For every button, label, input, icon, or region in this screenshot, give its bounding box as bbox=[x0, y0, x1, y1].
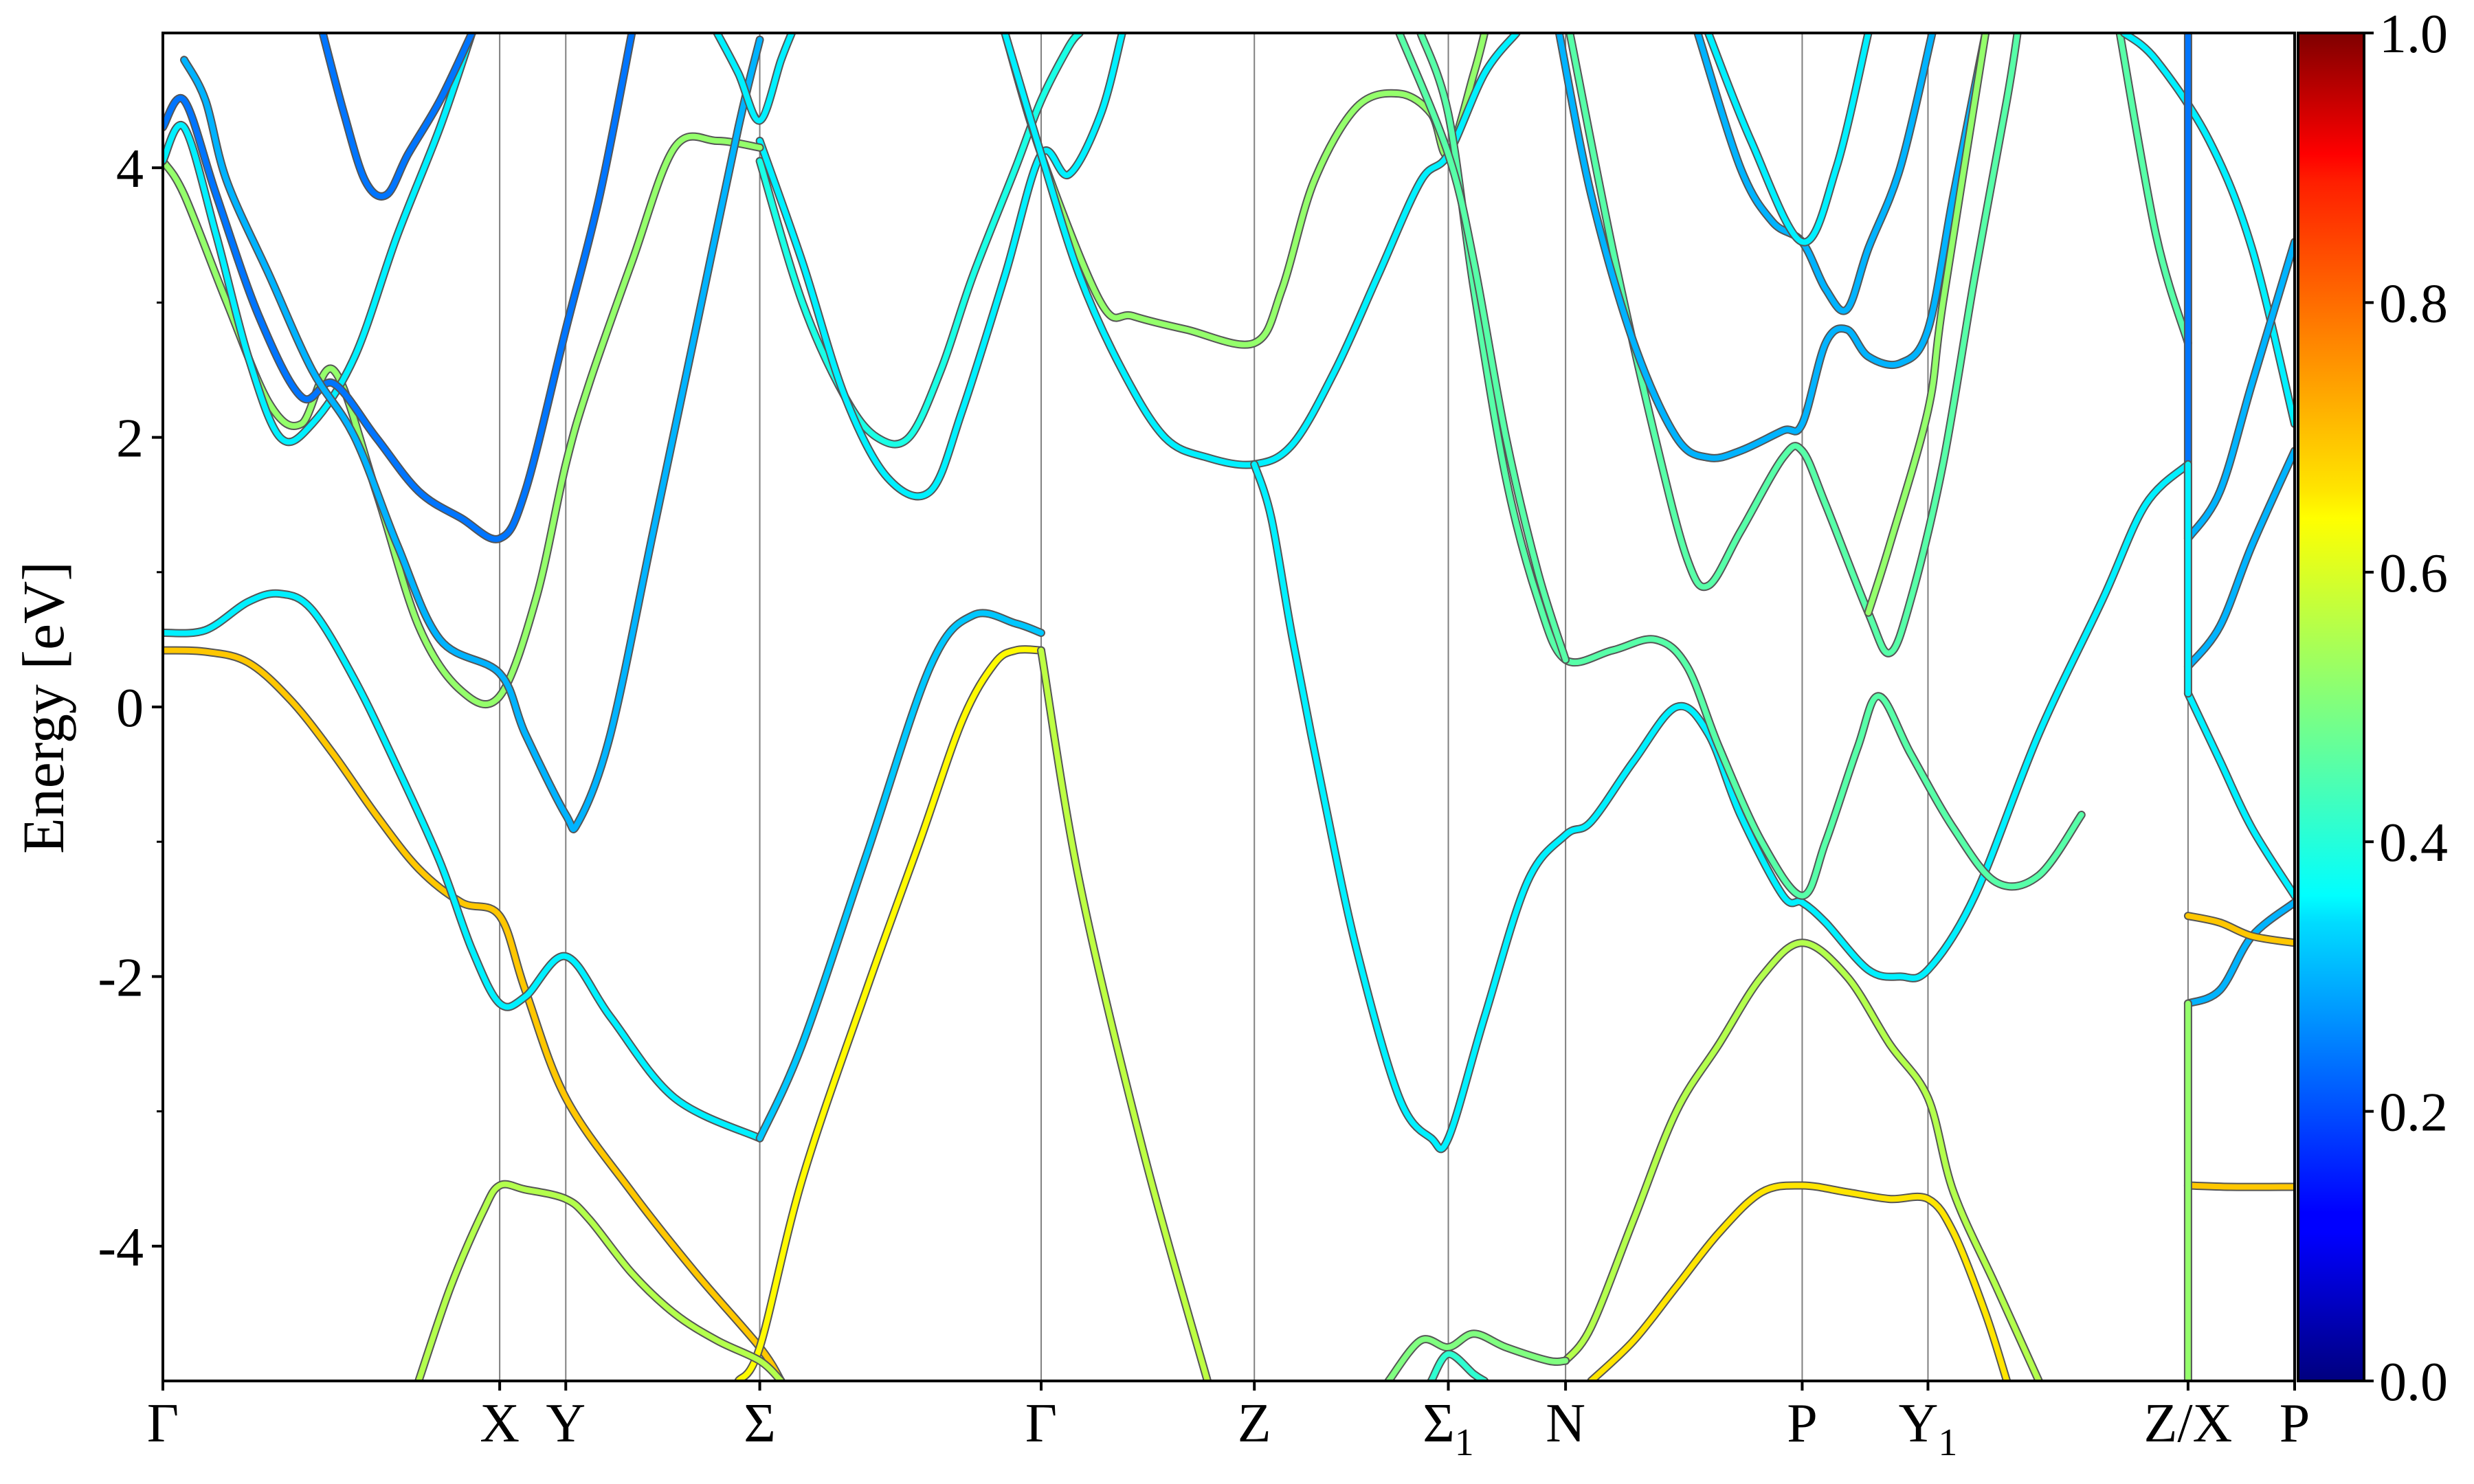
band-line bbox=[181, 36, 763, 832]
band-outline bbox=[755, 609, 1045, 1143]
y-tick-label: -2 bbox=[98, 947, 144, 1008]
colorbar-tick-label: 0.0 bbox=[2379, 1352, 2448, 1413]
colorbar-ticks: 0.0 0.2 0.4 0.6 0.8 1.0 bbox=[2364, 4, 2448, 1413]
x-tick-label: Y bbox=[546, 1393, 586, 1454]
kpoint-subscript: 1 bbox=[1938, 1421, 1957, 1464]
x-tick-label: X bbox=[480, 1393, 520, 1454]
band-line bbox=[1567, 33, 2020, 656]
x-tick-label: N bbox=[1546, 1393, 1585, 1454]
band-outline bbox=[163, 132, 764, 708]
band-outline bbox=[1416, 33, 2086, 900]
kpoint-label: Z bbox=[1238, 1393, 1271, 1454]
band-outline bbox=[163, 589, 764, 1143]
band-line bbox=[416, 1181, 784, 1381]
kpoint-label: Γ bbox=[1025, 1393, 1057, 1454]
kpoint-label: Y bbox=[1899, 1393, 1939, 1454]
x-tick-label: Z/X bbox=[2143, 1393, 2232, 1454]
x-tick-label: Y1 bbox=[1899, 1393, 1958, 1464]
band-outline bbox=[1037, 646, 1212, 1381]
band-line bbox=[163, 647, 784, 1381]
band-outline bbox=[755, 33, 1126, 501]
band-outline bbox=[414, 1180, 785, 1381]
colorbar: 0.0 0.2 0.4 0.6 0.8 1.0 bbox=[2297, 4, 2448, 1413]
band-line bbox=[1385, 1331, 1569, 1381]
band-line bbox=[2185, 690, 2295, 899]
x-axis-kpoint-labels: Γ X Y Σ Γ Z Σ1 N P Y1 Z/X P bbox=[147, 1381, 2310, 1464]
band-line bbox=[2117, 33, 2191, 346]
x-tick-label: Z bbox=[1238, 1393, 1271, 1454]
band-line bbox=[1556, 33, 1989, 461]
band-line bbox=[1002, 33, 1519, 468]
band-line bbox=[2185, 239, 2295, 541]
band-outline bbox=[2119, 33, 2295, 428]
band-line bbox=[1396, 33, 1569, 663]
band-line bbox=[757, 610, 1044, 1141]
colorbar-tick-label: 0.8 bbox=[2379, 273, 2448, 334]
colorbar-gradient bbox=[2297, 32, 2365, 1382]
band-line bbox=[163, 33, 635, 542]
band-outline bbox=[1001, 33, 1521, 469]
kpoint-label: P bbox=[2280, 1393, 2310, 1454]
colorbar-tick-label: 0.2 bbox=[2379, 1083, 2448, 1143]
band-line bbox=[320, 33, 475, 199]
band-line bbox=[1563, 940, 2042, 1381]
kpoint-subscript: 1 bbox=[1455, 1421, 1474, 1464]
x-tick-label: Γ bbox=[1025, 1393, 1057, 1454]
colorbar-tick-label: 1.0 bbox=[2379, 4, 2448, 65]
kpoint-label: Z/X bbox=[2143, 1393, 2232, 1454]
band-line bbox=[2185, 1182, 2295, 1190]
band-line bbox=[163, 133, 763, 707]
x-tick-label: Σ bbox=[744, 1393, 776, 1454]
band-line bbox=[757, 33, 1125, 499]
band-line bbox=[2185, 899, 2295, 1007]
kpoint-label: X bbox=[480, 1393, 520, 1454]
band-lines bbox=[163, 33, 2295, 1381]
band-outline bbox=[755, 33, 1084, 449]
x-tick-label: Γ bbox=[147, 1393, 179, 1454]
band-line bbox=[2185, 448, 2295, 670]
band-line bbox=[163, 590, 763, 1141]
band-line bbox=[2185, 913, 2295, 946]
kpoint-label: N bbox=[1546, 1393, 1585, 1454]
band-outline bbox=[163, 646, 785, 1381]
kpoint-label: Σ bbox=[1423, 1393, 1455, 1454]
y-tick-label: 0 bbox=[116, 678, 144, 739]
kpoint-label: Γ bbox=[147, 1393, 179, 1454]
band-line bbox=[1428, 1351, 1488, 1381]
y-axis-ticks: 4 2 0 -2 -4 bbox=[98, 139, 163, 1278]
band-line bbox=[735, 647, 1044, 1381]
band-line bbox=[163, 33, 475, 445]
band-line bbox=[1705, 33, 1871, 245]
y-tick-label: -4 bbox=[98, 1217, 144, 1278]
band-line bbox=[714, 33, 795, 124]
y-tick-label: 4 bbox=[116, 139, 144, 199]
colorbar-tick-label: 0.6 bbox=[2379, 543, 2448, 604]
band-line bbox=[1038, 647, 1210, 1381]
band-outline bbox=[734, 645, 1045, 1381]
kpoint-label: P bbox=[1787, 1393, 1818, 1454]
band-line bbox=[757, 33, 1082, 447]
x-tick-label: P bbox=[2280, 1393, 2310, 1454]
x-tick-label: P bbox=[1787, 1393, 1818, 1454]
y-axis-label: Energy [eV] bbox=[10, 561, 76, 854]
k-point-gridlines bbox=[499, 33, 2189, 1381]
band-line bbox=[1865, 33, 1989, 616]
colorbar-tick-label: 0.4 bbox=[2379, 813, 2448, 873]
band-line bbox=[1418, 33, 2084, 899]
kpoint-label: Σ bbox=[744, 1393, 776, 1454]
plot-area: 420-2-4 Γ X Y Σ Γ Z Σ1 N P Y1 Z/X P Energy [eV] bbox=[10, 32, 2310, 1464]
band-line bbox=[1695, 33, 1935, 314]
kpoint-label: Y bbox=[546, 1393, 586, 1454]
band-line bbox=[2121, 33, 2295, 427]
x-tick-label: Σ1 bbox=[1423, 1393, 1474, 1464]
y-tick-label: 2 bbox=[116, 409, 144, 469]
band-line bbox=[1588, 1182, 2010, 1381]
